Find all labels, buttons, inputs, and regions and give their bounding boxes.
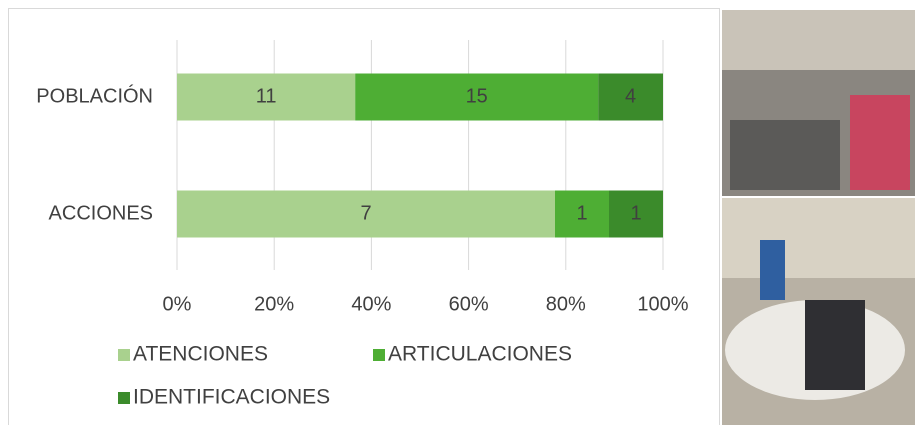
x-tick-label: 0%: [163, 293, 192, 315]
photo-wall: [722, 198, 915, 278]
x-tick-label: 40%: [351, 293, 391, 315]
x-tick-label: 20%: [254, 293, 294, 315]
bar-segment: [598, 73, 663, 121]
photo-person: [850, 95, 910, 190]
bar-segment: [177, 73, 356, 121]
photo-person: [760, 240, 785, 300]
x-tick-label: 60%: [449, 293, 489, 315]
legend-swatch: [118, 392, 130, 404]
data-label: 4: [625, 85, 636, 107]
legend-label: IDENTIFICACIONES: [133, 386, 330, 409]
bar-segment: [609, 190, 663, 238]
legend-swatch: [373, 349, 385, 361]
photos: [722, 10, 915, 425]
bar-segment: [177, 190, 555, 238]
legend-label: ATENCIONES: [133, 343, 268, 366]
data-label: 15: [466, 85, 488, 107]
photo-person: [805, 300, 865, 390]
data-label: 7: [360, 202, 371, 224]
y-tick-label: POBLACIÓN: [36, 84, 153, 107]
data-label: 1: [576, 202, 587, 224]
data-label: 1: [630, 202, 641, 224]
photo-desk: [730, 120, 840, 190]
x-tick-label: 80%: [546, 293, 586, 315]
data-label: 11: [256, 85, 277, 107]
bar-segment: [555, 190, 609, 238]
photo-ceiling: [722, 10, 915, 70]
y-tick-label: ACCIONES: [49, 202, 153, 224]
x-tick-label: 100%: [637, 293, 688, 315]
bar-segment: [355, 73, 599, 121]
legend-label: ARTICULACIONES: [388, 343, 572, 366]
legend-swatch: [118, 349, 130, 361]
